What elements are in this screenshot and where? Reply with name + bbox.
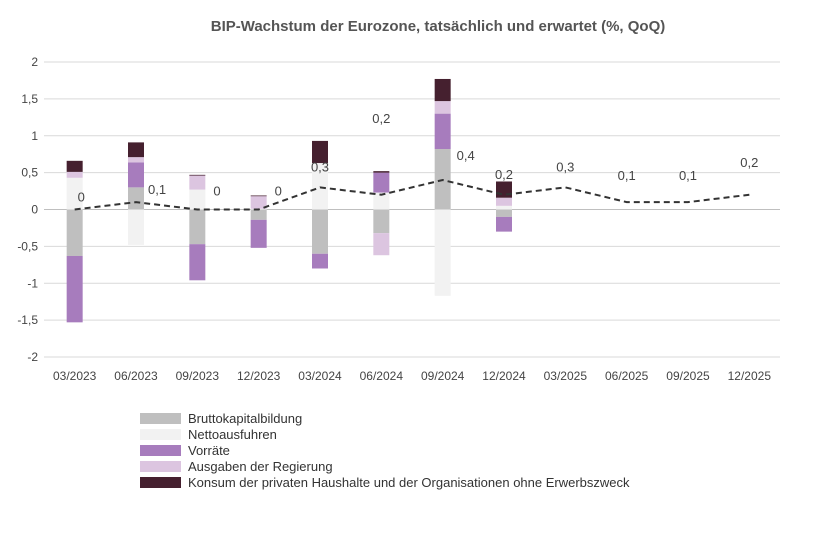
- y-tick-label: 1,5: [21, 92, 38, 106]
- chart-title: BIP-Wachstum der Eurozone, tatsächlich u…: [211, 18, 666, 35]
- bar-segment: [373, 171, 390, 173]
- legend-label: Ausgaben der Regierung: [188, 459, 333, 474]
- bar-segment: [312, 163, 328, 210]
- gdp-growth-line-path: [74, 178, 750, 211]
- bar-segment: [496, 209, 512, 217]
- data-label: 0,1: [618, 168, 636, 183]
- y-tick-label: 0,5: [21, 166, 38, 180]
- x-tick-label: 03/2025: [544, 369, 588, 383]
- x-tick-label: 12/2023: [237, 369, 281, 383]
- x-tick-label: 09/2025: [666, 369, 710, 383]
- data-label: 0: [213, 184, 220, 199]
- legend-label: Bruttokapitalbildung: [188, 411, 302, 426]
- data-label: 0,1: [148, 182, 166, 197]
- data-label: 0,2: [740, 155, 758, 170]
- bar-segment: [312, 140, 328, 164]
- bar-segment: [66, 171, 83, 178]
- bar-segment: [66, 209, 83, 256]
- x-tick-label: 03/2024: [298, 369, 342, 383]
- y-tick-label: -1: [27, 276, 38, 290]
- x-tick-label: 06/2025: [605, 369, 649, 383]
- legend-swatch: [140, 413, 181, 424]
- bar-segment: [373, 233, 390, 256]
- data-label: 0,2: [372, 111, 390, 126]
- gdp-growth-line: [74, 178, 750, 211]
- y-tick-label: -0,5: [17, 239, 38, 253]
- bar-segment: [66, 160, 83, 172]
- y-axis: -2 -1,5 -1 -0,5 0 0,5 1 1,5 2: [17, 55, 38, 364]
- y-tick-label: -2: [27, 350, 38, 364]
- bar-segment: [189, 189, 206, 210]
- bar-segment: [434, 101, 451, 114]
- data-labels: 0 0,1 0 0 0,3 0,2 0,4 0,2 0,3 0,1 0,1 0,2: [78, 111, 759, 205]
- bar-segment: [66, 177, 83, 210]
- data-label: 0,2: [495, 167, 513, 182]
- legend-swatch: [140, 429, 181, 440]
- stacked-bars: [66, 78, 512, 323]
- data-label: 0: [78, 190, 85, 205]
- y-tick-label: 0: [31, 203, 38, 217]
- x-tick-label: 12/2025: [728, 369, 772, 383]
- bar-segment: [250, 219, 267, 248]
- bar-segment: [250, 195, 267, 197]
- bar-segment: [189, 244, 206, 281]
- bar-segment: [373, 172, 390, 193]
- bar-segment: [189, 175, 206, 190]
- legend-label: Konsum der privaten Haushalte und der Or…: [188, 475, 630, 490]
- gridlines: [44, 61, 780, 358]
- x-tick-label: 06/2024: [360, 369, 404, 383]
- data-label: 0,3: [311, 159, 329, 174]
- bar-segment: [189, 209, 206, 245]
- legend-swatch: [140, 445, 181, 456]
- legend-swatch: [140, 461, 181, 472]
- bar-segment: [128, 187, 144, 210]
- bar-segment: [496, 197, 512, 206]
- data-label: 0,3: [556, 159, 574, 174]
- bar-segment: [434, 78, 451, 102]
- x-tick-label: 12/2024: [482, 369, 526, 383]
- legend-label: Nettoausfuhren: [188, 427, 277, 442]
- bar-segment: [250, 196, 267, 209]
- bar-segment: [434, 113, 451, 150]
- data-label: 0: [275, 184, 282, 199]
- bar-segment: [434, 209, 451, 296]
- bar-segment: [128, 142, 144, 158]
- bar-segment: [66, 255, 83, 323]
- y-tick-label: -1,5: [17, 313, 38, 327]
- x-tick-label: 06/2023: [114, 369, 158, 383]
- legend-swatch: [140, 477, 181, 488]
- bar-segment: [373, 192, 390, 210]
- bar-segment: [128, 162, 144, 188]
- bar-segment: [312, 253, 328, 269]
- data-label: 0,1: [679, 168, 697, 183]
- data-label: 0,4: [457, 148, 475, 163]
- y-tick-label: 2: [31, 55, 38, 69]
- y-tick-label: 1: [31, 129, 38, 143]
- bar-segment: [189, 174, 206, 176]
- bar-segment: [496, 181, 512, 198]
- x-tick-label: 03/2023: [53, 369, 97, 383]
- bar-segment: [373, 209, 390, 234]
- legend-label: Vorräte: [188, 443, 230, 458]
- bar-segment: [312, 209, 328, 254]
- x-axis: 03/2023 06/2023 09/2023 12/2023 03/2024 06/20…: [53, 369, 771, 383]
- bar-segment: [250, 209, 267, 220]
- bar-segment: [128, 157, 144, 163]
- legend: BruttokapitalbildungNettoausfuhrenVorrät…: [140, 411, 630, 490]
- bar-segment: [496, 205, 512, 210]
- bar-segment: [496, 216, 512, 232]
- bar-segment: [128, 209, 144, 245]
- x-tick-label: 09/2023: [176, 369, 220, 383]
- x-tick-label: 09/2024: [421, 369, 465, 383]
